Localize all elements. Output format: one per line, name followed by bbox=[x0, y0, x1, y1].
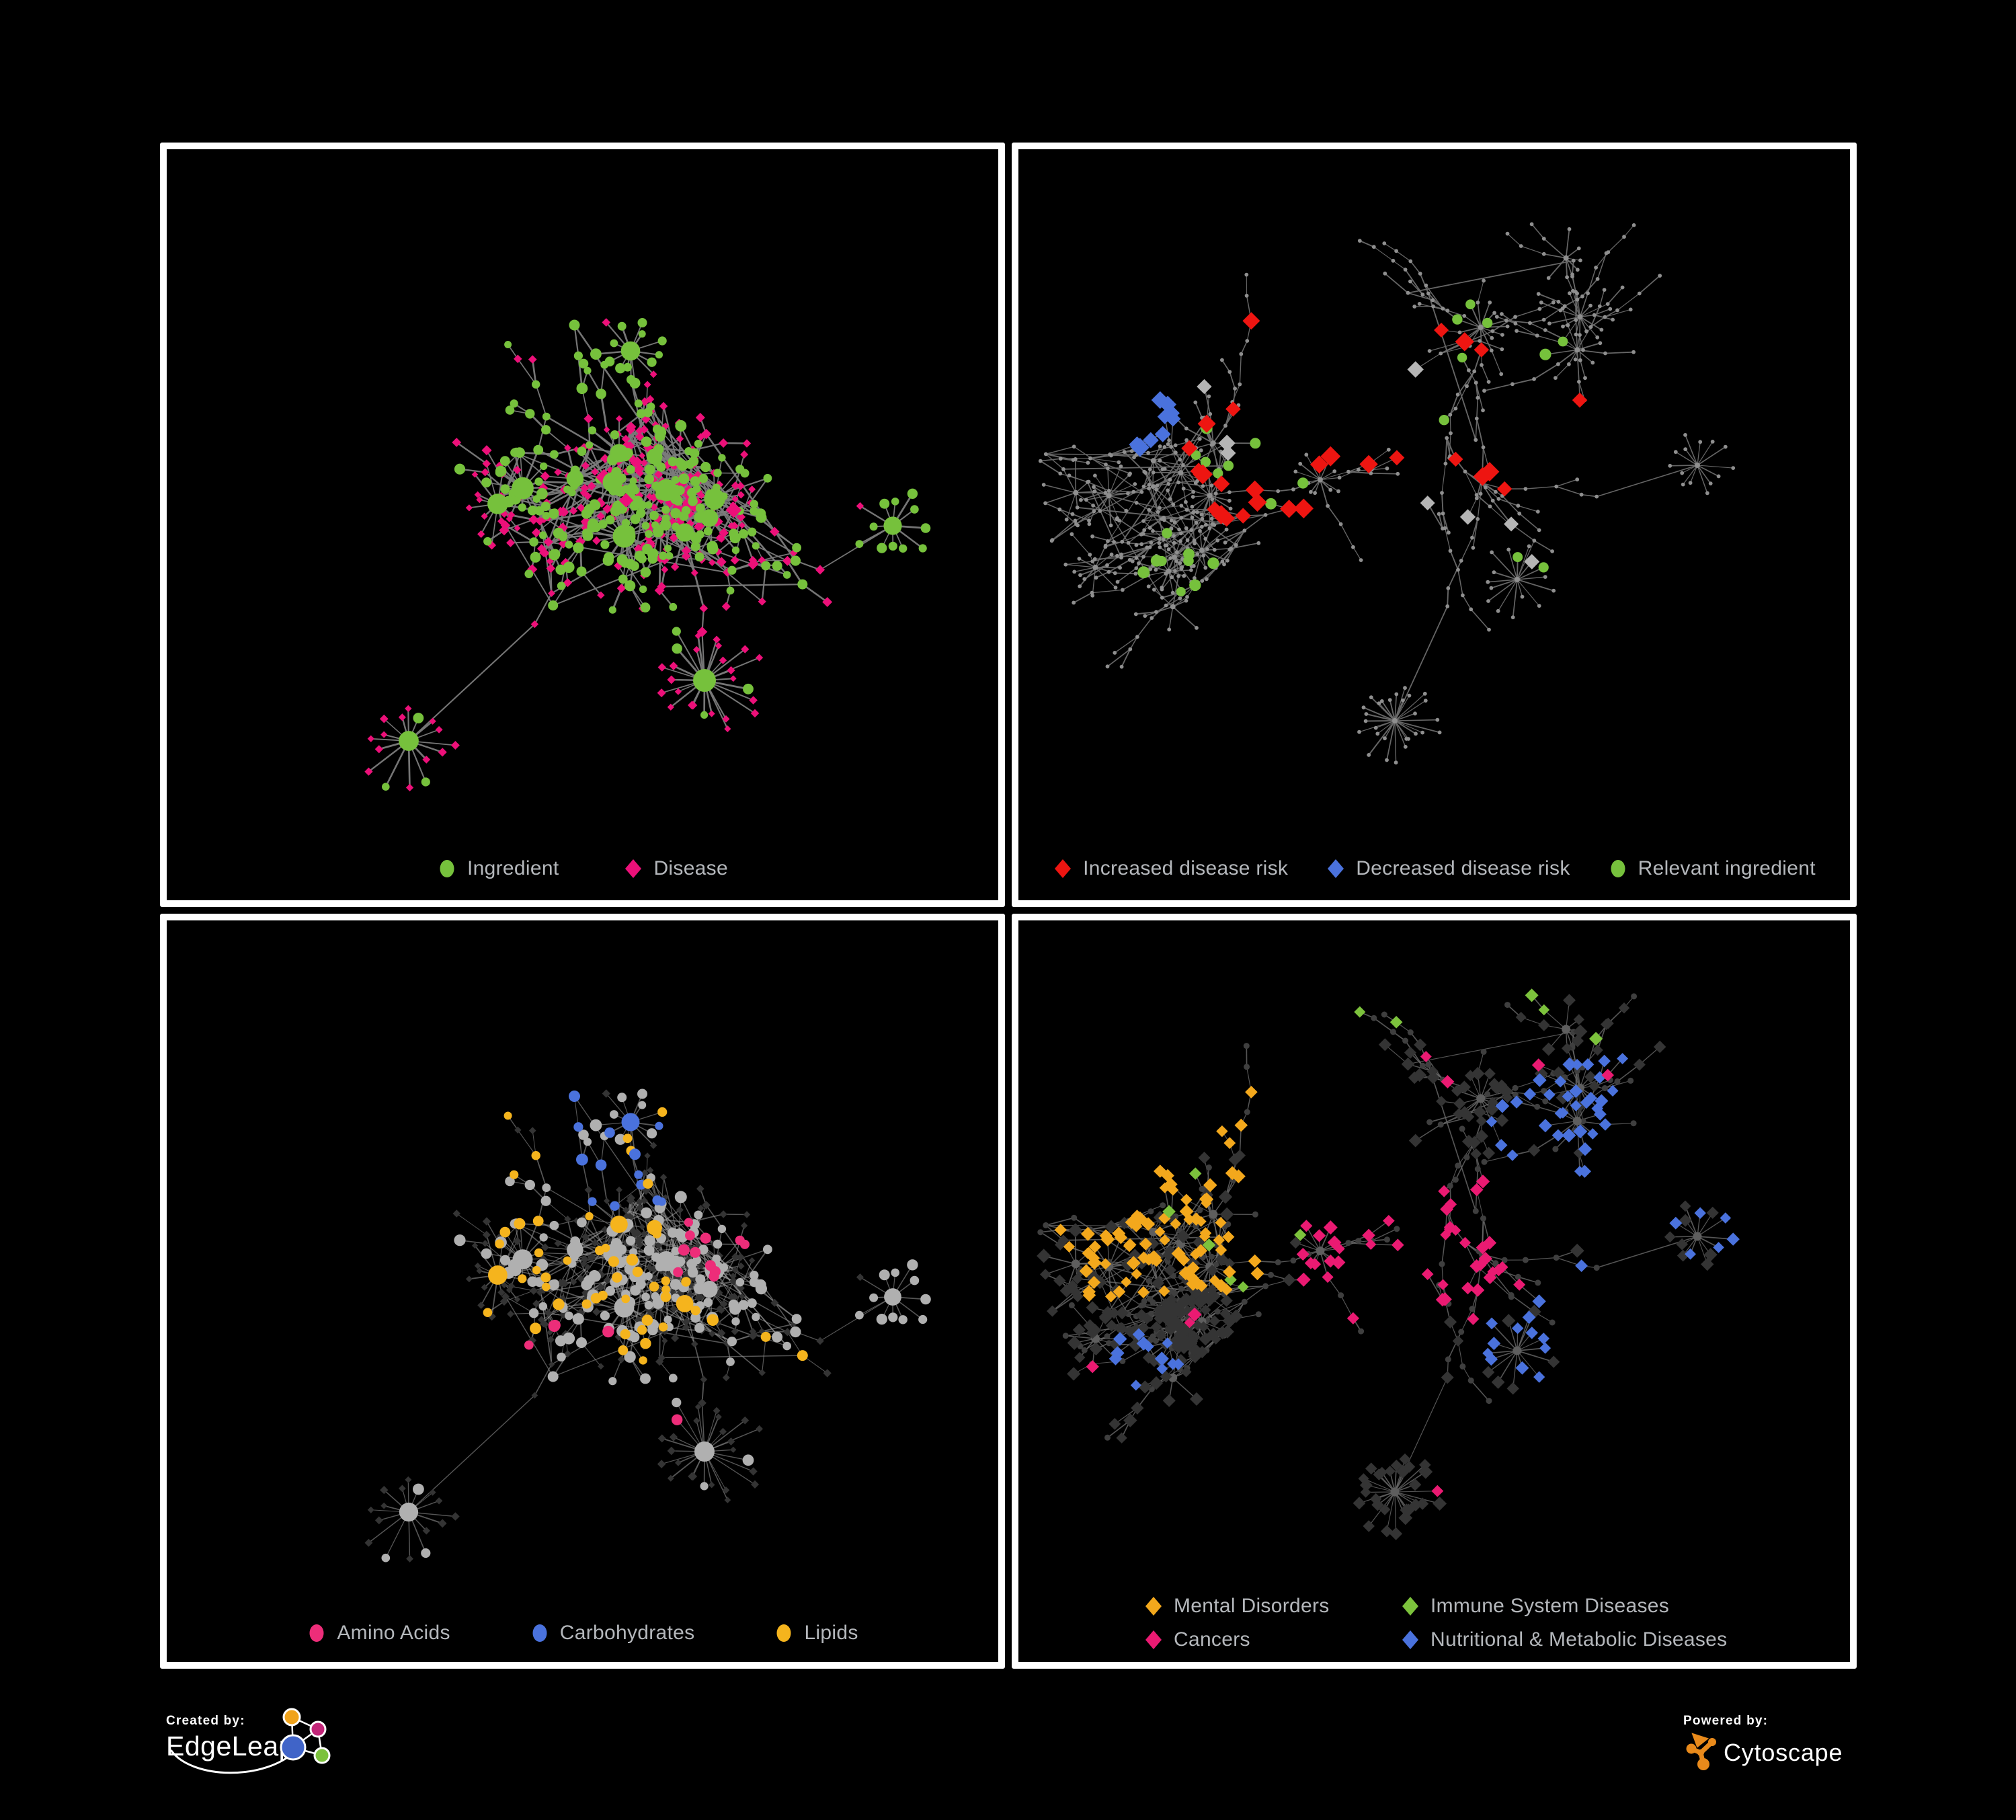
legend-diamond-icon bbox=[1402, 1630, 1418, 1649]
edgeleap-wordmark: EdgeLeap bbox=[166, 1731, 294, 1762]
legend-item-ingredient: Ingredient bbox=[437, 857, 559, 880]
legend-circle-icon bbox=[1611, 860, 1625, 877]
legend-diamond-icon bbox=[1145, 1597, 1162, 1616]
legend-label: Disease bbox=[653, 857, 728, 879]
legend-label: Cancers bbox=[1174, 1628, 1250, 1651]
legend-label: Decreased disease risk bbox=[1356, 857, 1570, 879]
panel-ingredient-disease: Ingredient Disease bbox=[160, 143, 1005, 907]
legend-label: Mental Disorders bbox=[1174, 1595, 1330, 1617]
legend-diamond-icon bbox=[1402, 1597, 1418, 1616]
legend-label: Increased disease risk bbox=[1083, 857, 1289, 879]
created-by-label: Created by: bbox=[166, 1714, 245, 1728]
legend-diamond-icon bbox=[1055, 859, 1072, 878]
legend-item-disease: Disease bbox=[623, 857, 728, 880]
legend-label: Carbohydrates bbox=[559, 1622, 695, 1644]
network-graph-disease-classes bbox=[1037, 988, 1740, 1540]
legend-item-decreased-disease-risk: Decreased disease risk bbox=[1326, 857, 1570, 880]
legend-circle-icon bbox=[440, 860, 454, 877]
legend-item-nutritional-metabolic-diseases: Nutritional & Metabolic Diseases bbox=[1400, 1628, 1727, 1651]
legend-diamond-icon bbox=[625, 859, 642, 878]
legend-label: Nutritional & Metabolic Diseases bbox=[1430, 1628, 1728, 1651]
cytoscape-wordmark: Cytoscape bbox=[1724, 1739, 1843, 1766]
legend-item-increased-disease-risk: Increased disease risk bbox=[1053, 857, 1288, 880]
legend-circle-icon bbox=[776, 1624, 791, 1642]
legend-nutrient-classes: Amino Acids Carbohydrates Lipids bbox=[167, 1622, 998, 1645]
network-graph-nutrient-classes bbox=[364, 1089, 931, 1562]
legend-item-carbohydrates: Carbohydrates bbox=[530, 1622, 695, 1645]
panel-disease-classes: Mental Disorders Immune System Diseases Ca… bbox=[1012, 914, 1857, 1669]
legend-label: Ingredient bbox=[467, 857, 559, 879]
legend-label: Relevant ingredient bbox=[1638, 857, 1816, 879]
network-graph-disease-risk bbox=[1038, 222, 1736, 765]
legend-disease-classes: Mental Disorders Immune System Diseases Ca… bbox=[1143, 1595, 1727, 1651]
legend-circle-icon bbox=[532, 1624, 547, 1642]
legend-item-relevant-ingredient: Relevant ingredient bbox=[1608, 857, 1816, 880]
legend-label: Lipids bbox=[804, 1622, 858, 1644]
legend-item-lipids: Lipids bbox=[774, 1622, 858, 1645]
powered-by-block: Powered by: Cytoscape bbox=[1683, 1714, 1885, 1788]
legend-disease-risk: Increased disease risk Decreased disease … bbox=[1018, 857, 1850, 880]
legend-circle-icon bbox=[309, 1624, 324, 1642]
legend-diamond-icon bbox=[1328, 859, 1344, 878]
legend-label: Amino Acids bbox=[337, 1622, 450, 1644]
cytoscape-logo-icon bbox=[1686, 1733, 1716, 1770]
network-graph-ingredient-disease bbox=[364, 318, 931, 792]
legend-item-immune-system-diseases: Immune System Diseases bbox=[1400, 1595, 1727, 1618]
legend-item-amino-acids: Amino Acids bbox=[307, 1622, 450, 1645]
created-by-block: Created by: EdgeLeap bbox=[166, 1708, 448, 1801]
legend-item-mental-disorders: Mental Disorders bbox=[1143, 1595, 1400, 1618]
legend-ingredient-disease: Ingredient Disease bbox=[167, 857, 998, 880]
powered-by-label: Powered by: bbox=[1683, 1714, 1769, 1728]
panel-disease-risk: Increased disease risk Decreased disease … bbox=[1012, 143, 1857, 907]
panel-nutrient-classes: Amino Acids Carbohydrates Lipids bbox=[160, 914, 1005, 1669]
legend-item-cancers: Cancers bbox=[1143, 1628, 1400, 1651]
legend-diamond-icon bbox=[1145, 1630, 1162, 1649]
legend-label: Immune System Diseases bbox=[1430, 1595, 1670, 1617]
